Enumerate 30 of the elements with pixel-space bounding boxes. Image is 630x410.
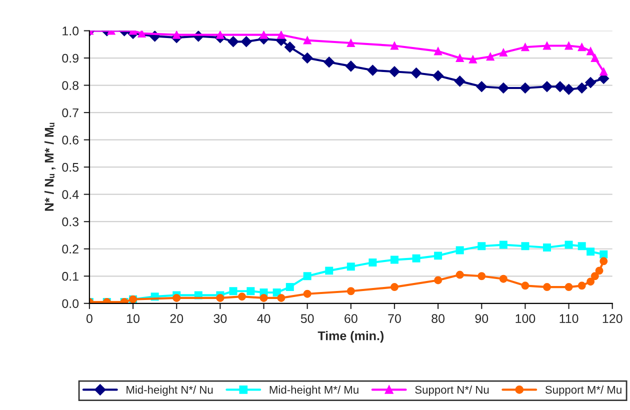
x-tick-label: 50 — [300, 314, 314, 323]
x-tick-label: 80 — [432, 314, 445, 323]
y-tick-label: 0.7 — [62, 108, 78, 118]
x-tick-label: 110 — [560, 314, 578, 323]
y-tick-label: 0.0 — [62, 299, 79, 308]
legend-label: Mid-height N*/ Nu — [126, 386, 213, 396]
x-tick-label: 100 — [516, 314, 536, 323]
y-tick-label: 0.6 — [62, 136, 78, 144]
x-tick-label: 20 — [170, 314, 184, 323]
y-tick-label: 0.3 — [62, 217, 78, 226]
y-tick-label: 0.8 — [62, 81, 78, 90]
y-tick-label: 0.1 — [62, 272, 78, 281]
x-tick-label: 60 — [344, 314, 358, 323]
x-tick-label: 40 — [257, 314, 270, 323]
legend-label: Support N*/ Nu — [415, 386, 489, 396]
legend-label: Support M*/ Mu — [545, 386, 622, 396]
y-axis-title: N* / Nᵤ , M* / Mᵤ — [44, 122, 56, 211]
y-tick-label: 0.9 — [62, 54, 78, 63]
x-tick-label: 90 — [475, 314, 488, 323]
y-tick-label: 0.5 — [62, 162, 79, 172]
x-axis-title: Time (min.) — [318, 331, 384, 343]
x-tick-label: 70 — [388, 314, 401, 323]
legend-label: Mid-height M*/ Mu — [270, 386, 358, 396]
x-tick-label: 30 — [214, 314, 227, 323]
x-tick-label: 0 — [86, 314, 92, 323]
y-tick-label: 0.2 — [62, 244, 78, 254]
x-tick-label: 10 — [127, 314, 140, 323]
y-tick-label: 0.4 — [62, 190, 79, 199]
x-tick-label: 120 — [602, 314, 622, 323]
y-tick-label: 1.0 — [62, 26, 79, 36]
